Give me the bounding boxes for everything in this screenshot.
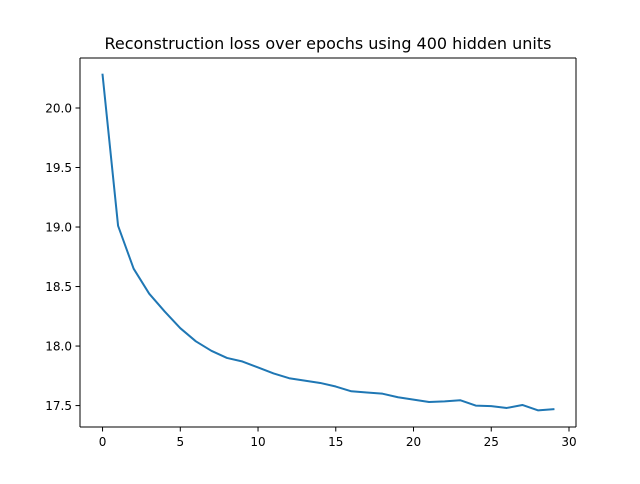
y-tick-label: 20.0 <box>45 101 72 115</box>
series-line-0 <box>101 73 555 412</box>
plot-area: 0 5 10 15 20 25 30 17.5 18.0 18.5 19.0 19.5 20.0 <box>45 57 577 449</box>
x-tick-label: 25 <box>484 435 499 449</box>
x-tick-label: 10 <box>250 435 265 449</box>
x-tick-label: 20 <box>406 435 421 449</box>
x-tick-label: 15 <box>328 435 343 449</box>
y-tick-label: 19.5 <box>45 161 72 175</box>
chart-title: Reconstruction loss over epochs using 40… <box>105 34 552 53</box>
x-tick-label: 0 <box>99 435 107 449</box>
y-tick-label: 19.0 <box>45 221 72 235</box>
x-tick-label: 5 <box>176 435 184 449</box>
y-tick-label: 18.5 <box>45 280 72 294</box>
x-tick-label: 30 <box>561 435 576 449</box>
y-tick-label: 17.5 <box>45 399 72 413</box>
y-tick-label: 18.0 <box>45 340 72 354</box>
